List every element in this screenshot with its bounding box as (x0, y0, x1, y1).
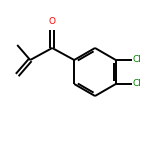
Text: Cl: Cl (133, 79, 142, 88)
Text: O: O (49, 17, 56, 26)
Text: Cl: Cl (133, 55, 142, 64)
